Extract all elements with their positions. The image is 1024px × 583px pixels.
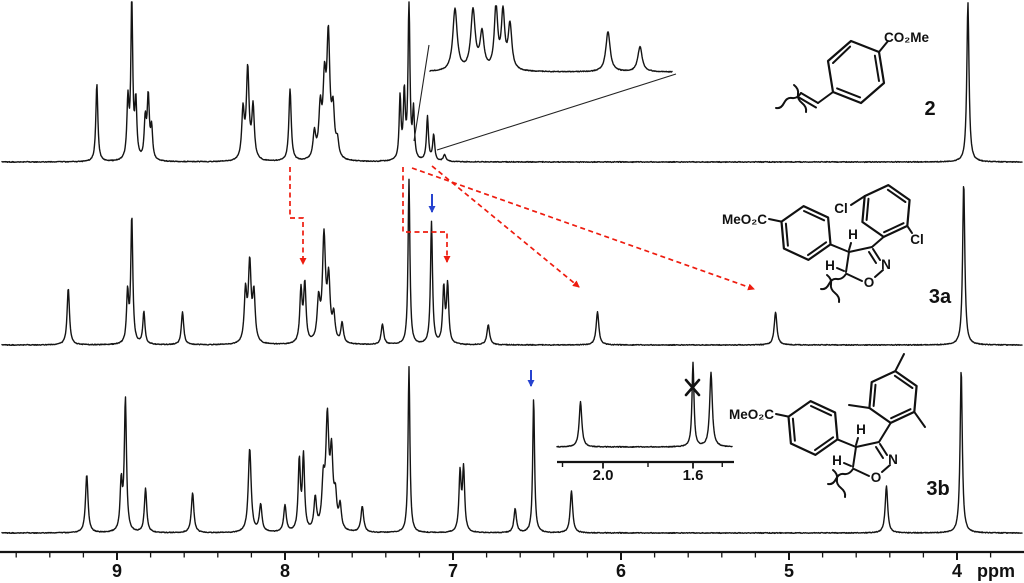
inset-axis: 2.0 1.6	[557, 378, 734, 484]
spectrum-trace-3b	[1, 366, 1023, 535]
structure-2: CO₂Me 2	[775, 30, 936, 120]
o-label-3b: O	[871, 470, 882, 485]
n-label-3a: N	[881, 257, 891, 272]
red-arrow-7.12-to-6.14	[431, 165, 580, 288]
axis-unit-label: ppm	[977, 561, 1015, 581]
structure-3a: MeO₂C Cl Cl H H N O 3a	[722, 184, 952, 308]
excluded-peak-x-mark	[684, 378, 701, 397]
ester-label-2: CO₂Me	[884, 30, 929, 45]
h5-label-3a: H	[825, 258, 835, 273]
axis-tick-label-4: 4	[952, 561, 962, 581]
axis-tick-label-7: 7	[448, 561, 458, 581]
spectrum-trace-3a	[1, 178, 1023, 346]
o-label-3a: O	[864, 275, 875, 290]
cl-bottom-label: Cl	[910, 232, 924, 247]
red-arrow-7.30-to-7.04	[402, 167, 451, 263]
blue-marker-arrows	[428, 194, 535, 387]
attachment-squiggle-cross	[832, 469, 847, 498]
axis-tick-label-6: 6	[616, 561, 626, 581]
n-label-3b: N	[888, 452, 898, 467]
axis-tick-label-8: 8	[280, 561, 290, 581]
attachment-squiggle-cross	[793, 84, 808, 113]
ppm-axis: 9 8 7 6 5 4 ppm	[0, 550, 1024, 581]
compound-label-2: 2	[924, 98, 935, 120]
inset-tick-label-1.6: 1.6	[683, 467, 704, 484]
inset-trace-aromatic-expansion	[429, 5, 673, 73]
inset-connector-right	[436, 73, 677, 151]
axis-ticks: 9 8 7 6 5 4	[15, 552, 992, 581]
inset-connector-left	[413, 44, 430, 142]
inset-trace-methyl-expansion	[556, 361, 733, 448]
compound-label-3b: 3b	[926, 478, 949, 500]
red-correlation-arrows	[289, 165, 755, 291]
attachment-squiggle	[775, 92, 802, 110]
attachment-squiggle	[827, 468, 854, 486]
h5-label-3b: H	[832, 453, 842, 468]
compound-label-3a: 3a	[929, 286, 952, 308]
structure-3b: MeO₂C H H N O 3b	[729, 353, 950, 500]
h4-label-3b: H	[856, 422, 866, 437]
axis-tick-label-9: 9	[112, 561, 122, 581]
red-arrow-7.24-to-5.08	[411, 167, 755, 291]
ester-label-3a: MeO₂C	[722, 212, 767, 227]
cl-top-label: Cl	[834, 201, 848, 216]
inset-axis-ticks	[561, 462, 723, 469]
red-arrow-7.97-to-7.89	[289, 167, 307, 265]
spectrum-trace-2	[1, 1, 1023, 164]
ester-label-3b: MeO₂C	[729, 407, 774, 422]
axis-tick-label-5: 5	[784, 561, 794, 581]
attachment-squiggle	[820, 273, 847, 291]
attachment-squiggle-cross	[826, 274, 841, 303]
inset-tick-label-2.0: 2.0	[593, 467, 614, 484]
h4-label-3a: H	[848, 227, 858, 242]
